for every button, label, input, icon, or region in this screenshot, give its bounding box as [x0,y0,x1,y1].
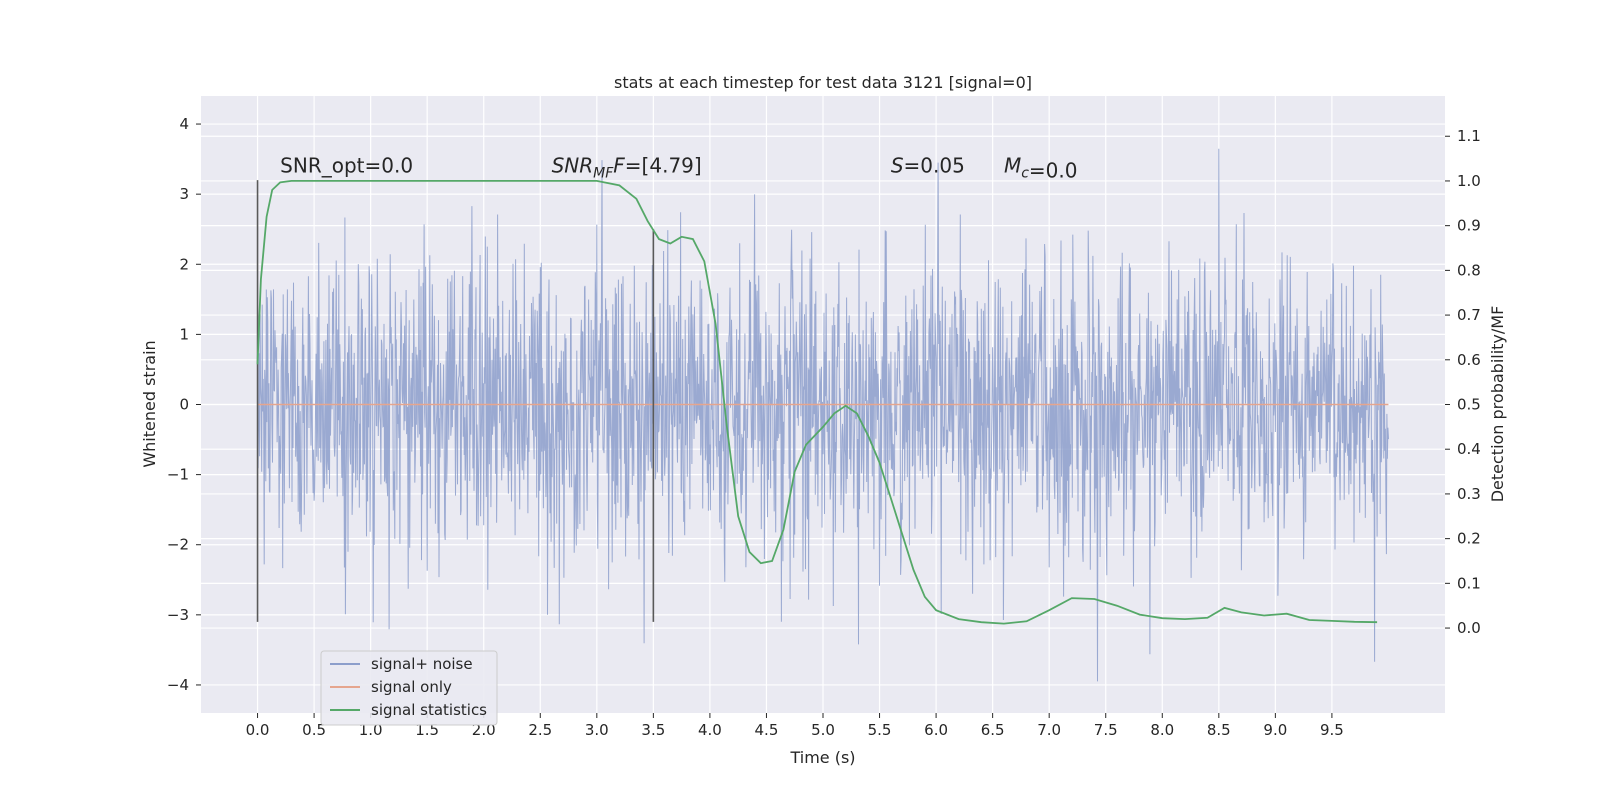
x-tick-label-10: 5.0 [811,721,835,739]
legend-box [320,650,498,726]
x-tick-label-16: 8.0 [1150,721,1174,739]
right-tick-label-10: 1.0 [1457,172,1481,190]
annotations: SNR_opt=0.0 SNRMFF=[4.79] S=0.05 Mc=0.0 [280,154,1077,183]
left-tick-label-1: −3 [167,606,189,624]
right-tick-label-9: 0.9 [1457,217,1481,235]
left-y-tick-labels: −4 −3 −2 −1 0 1 2 3 4 [167,115,201,694]
signal-statistics-line [256,179,1378,625]
vertical-markers [256,180,655,622]
x-tick-label-6: 3.0 [585,721,609,739]
x-tick-label-5: 2.5 [528,721,552,739]
right-y-tick-labels: 0.0 0.1 0.2 0.3 0.4 0.5 0.6 0.7 0.8 0.9 1.0 1.1 [1445,127,1481,637]
left-tick-label-2: −2 [167,536,189,554]
right-tick-label-0: 0.0 [1457,619,1481,637]
right-tick-label-3: 0.3 [1457,485,1481,503]
left-tick-label-8: 4 [179,115,189,133]
x-tick-label-17: 8.5 [1207,721,1231,739]
right-tick-label-1: 0.1 [1457,574,1481,592]
x-tick-label-13: 6.5 [981,721,1005,739]
left-tick-label-5: 1 [179,325,189,343]
right-tick-label-8: 0.8 [1457,261,1481,279]
left-tick-label-3: −1 [167,466,189,484]
left-tick-label-0: −4 [167,676,189,694]
x-tick-label-0: 0.0 [246,721,270,739]
legend: signal+ noise signal only signal statist… [320,650,498,726]
legend-label-signal-noise: signal+ noise [371,655,473,673]
signal-noise-line [257,148,1389,682]
annotation-mc: Mc=0.0 [1004,154,1078,183]
right-tick-label-2: 0.2 [1457,530,1481,548]
x-tick-label-18: 9.0 [1263,721,1287,739]
x-tick-label-9: 4.5 [755,721,779,739]
left-tick-label-7: 3 [179,185,189,203]
right-tick-label-11: 1.1 [1457,127,1481,145]
annotation-snr-mf: SNRMFF=[4.79] [552,154,702,182]
x-tick-label-14: 7.0 [1037,721,1061,739]
right-tick-label-4: 0.4 [1457,440,1481,458]
annotation-s: S=0.05 [891,154,965,178]
right-tick-label-5: 0.5 [1457,396,1481,414]
x-tick-label-15: 7.5 [1094,721,1118,739]
x-axis-label: Time (s) [789,748,855,767]
x-tick-label-19: 9.5 [1320,721,1344,739]
x-tick-label-12: 6.0 [924,721,948,739]
right-y-axis-label: Detection probability/MF [1488,306,1507,503]
chart-title: stats at each timestep for test data 312… [614,73,1032,92]
right-tick-label-6: 0.6 [1457,351,1481,369]
annotation-0: SNR_opt=0.0 [280,154,413,178]
legend-label-signal-only: signal only [371,678,452,696]
x-tick-label-7: 3.5 [641,721,665,739]
legend-label-signal-statistics: signal statistics [371,701,487,719]
x-tick-label-11: 5.5 [868,721,892,739]
right-tick-label-7: 0.7 [1457,306,1481,324]
left-tick-label-6: 2 [179,255,189,273]
x-tick-label-8: 4.0 [698,721,722,739]
x-tick-label-1: 0.5 [302,721,326,739]
left-tick-label-4: 0 [179,396,189,414]
left-y-axis-label: Whitened strain [140,340,159,467]
